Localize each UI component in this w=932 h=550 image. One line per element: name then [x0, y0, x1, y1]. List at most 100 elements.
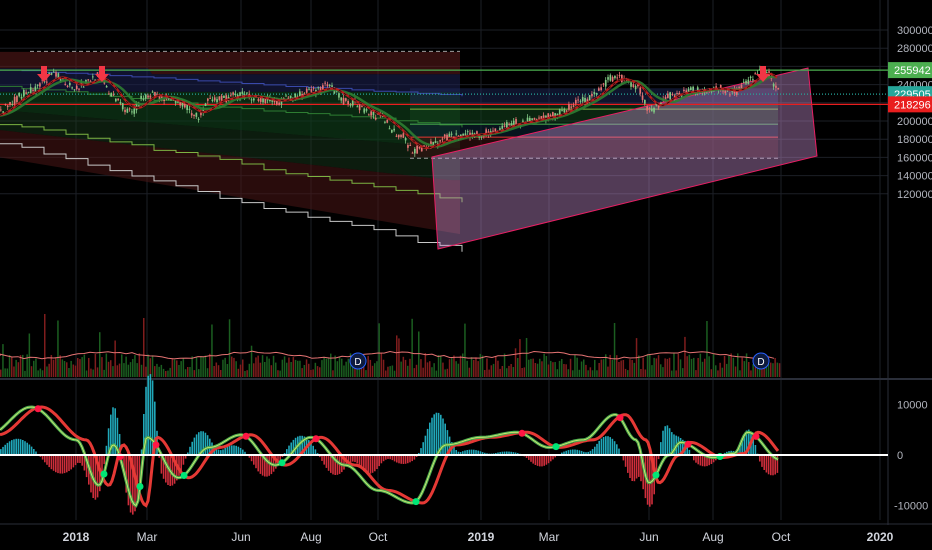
volume-bar	[187, 367, 189, 377]
volume-bar	[165, 371, 167, 377]
candle-body	[579, 100, 582, 102]
volume-bar	[101, 357, 103, 377]
volume-bar	[228, 319, 231, 377]
candle-body	[667, 93, 669, 99]
oscillator-histogram-bar	[512, 452, 515, 455]
candle-body	[177, 101, 179, 103]
candle-body	[299, 91, 301, 96]
candle-body	[319, 87, 322, 93]
candle-body	[420, 145, 423, 152]
volume-bar	[578, 369, 581, 377]
oscillator-histogram-bar	[413, 455, 416, 460]
time-axis[interactable]: 2018 Mar Jun Aug Oct 2019 Mar Jun Aug Oct 2020	[0, 523, 932, 544]
candle-body	[218, 96, 221, 100]
oscillator-histogram-bar	[679, 438, 682, 455]
oscillator-histogram-bar	[312, 445, 314, 455]
volume-bar	[345, 361, 347, 377]
candle-body	[282, 97, 285, 99]
volume-bar	[59, 355, 61, 377]
oscillator-histogram-bar	[376, 455, 378, 469]
oscillator-histogram-bar	[233, 445, 235, 455]
candle-body	[209, 97, 211, 99]
volume-bar	[407, 365, 409, 377]
candle-body	[754, 73, 757, 75]
volume-bar	[334, 355, 336, 377]
volume-bar	[321, 360, 323, 377]
oscillator-tick-label: 0	[897, 450, 903, 462]
oscillator-histogram-bar	[118, 434, 121, 455]
oscillator-signal-dot	[312, 435, 320, 443]
candle-body	[121, 103, 124, 110]
time-tick-label: Aug	[702, 530, 723, 544]
oscillator-histogram-bar	[314, 449, 317, 455]
candle-body	[96, 72, 99, 74]
dividend-label: D	[757, 357, 764, 368]
volume-bar	[30, 366, 33, 377]
volume-bar	[565, 364, 567, 377]
volume-bar	[11, 357, 13, 377]
oscillator-histogram-bar	[770, 455, 772, 476]
candle-body	[6, 105, 9, 108]
oscillator-histogram-bar	[611, 438, 614, 455]
volume-bar	[479, 353, 482, 377]
candle-body	[736, 89, 738, 95]
volume-bar	[627, 370, 629, 377]
candle-body	[676, 93, 678, 95]
volume-bar	[281, 359, 284, 377]
volume-bar	[138, 353, 141, 377]
volume-bar	[561, 359, 563, 377]
volume-bar	[211, 324, 213, 377]
volume-bar	[435, 370, 438, 377]
oscillator-histogram-bar	[116, 417, 119, 455]
candle-body	[400, 135, 402, 137]
candle-body	[112, 94, 115, 96]
oscillator-histogram-bar	[68, 455, 70, 471]
oscillator-histogram-bar	[19, 439, 22, 455]
volume-bar	[490, 365, 493, 377]
candle-body	[345, 98, 347, 101]
oscillator-histogram-bar	[220, 450, 222, 455]
oscillator-histogram-bar	[514, 452, 517, 455]
candle-body	[232, 92, 234, 95]
candle-body	[414, 148, 416, 154]
price-axis[interactable]: 3000002800002600002400002200002000001800…	[888, 25, 932, 513]
candle-body	[439, 140, 441, 142]
volume-bar	[310, 370, 312, 377]
volume-bar	[613, 323, 616, 377]
candle-body	[397, 134, 400, 138]
candle-body	[740, 85, 743, 89]
oscillator-histogram-bar	[743, 434, 746, 455]
volume-bar	[308, 363, 310, 377]
volume-bar	[470, 357, 473, 377]
volume-bar	[257, 355, 259, 377]
candle-body	[515, 119, 517, 124]
candle-body	[501, 125, 504, 129]
volume-bar	[385, 370, 387, 377]
volume-bar	[415, 364, 418, 377]
time-tick-label: 2020	[867, 530, 894, 544]
volume-bar	[528, 359, 530, 377]
volume-bar	[17, 362, 20, 377]
volume-bar	[140, 364, 143, 377]
oscillator-histogram-bar	[105, 445, 108, 455]
volume-bar	[640, 369, 642, 377]
candle-body	[384, 121, 386, 123]
volume-bar	[618, 362, 620, 377]
dividend-circle	[349, 352, 367, 370]
volume-bar	[695, 370, 697, 377]
oscillator-histogram-bar	[530, 455, 532, 462]
oscillator-histogram-bar	[237, 446, 240, 455]
volume-bar	[510, 364, 512, 377]
volume-bar	[655, 358, 658, 377]
volume-bar	[440, 355, 442, 377]
oscillator-histogram-bar	[369, 455, 372, 474]
oscillator-histogram-bar	[259, 455, 262, 474]
candle-body	[133, 108, 136, 114]
candle-body	[418, 146, 421, 149]
oscillator-histogram-bar	[101, 455, 103, 481]
price-tick-label: 140000	[897, 171, 932, 183]
candle-body	[223, 95, 225, 98]
oscillator-histogram-bar	[378, 455, 380, 467]
candle-body	[140, 95, 142, 99]
